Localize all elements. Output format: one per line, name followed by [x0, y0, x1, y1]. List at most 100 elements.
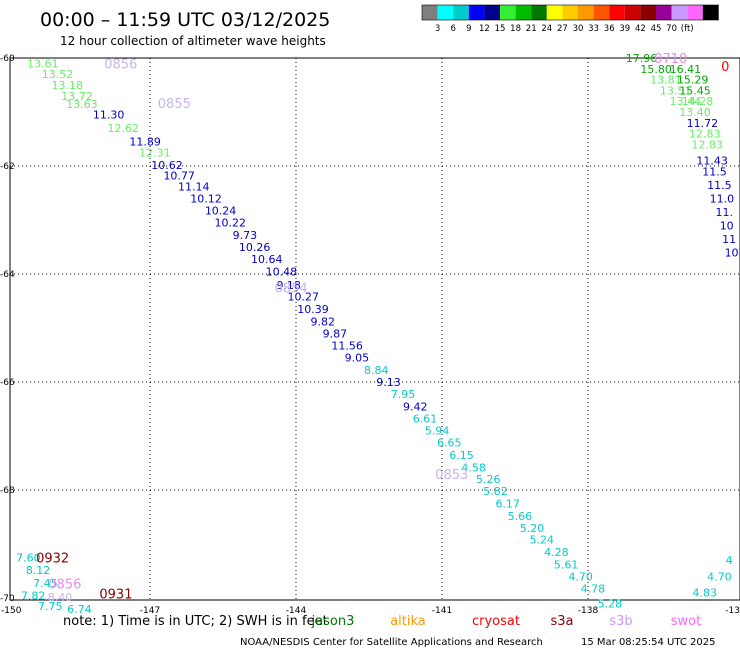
- colorbar-swatch: [468, 5, 485, 20]
- swh-value-label: 8.84: [364, 364, 389, 377]
- swh-value-label: 11.: [716, 206, 734, 219]
- time-labels: 0856 0855 0854 0853 0932 0856 0931 0710 0: [36, 52, 729, 603]
- swh-value-label: 9.42: [403, 400, 428, 413]
- swh-value-label: 10.39: [297, 303, 329, 316]
- pass-time-label: 0856: [104, 57, 137, 72]
- swh-value-label: 5.26: [476, 473, 501, 486]
- colorbar-swatch: [531, 5, 547, 20]
- pass-time-label: 0856: [48, 577, 81, 592]
- swh-value-label: 10.24: [205, 204, 237, 217]
- x-tick-label: -150: [1, 606, 22, 616]
- swh-value-label: 13.72: [61, 90, 93, 103]
- swh-value-label: 9.73: [233, 229, 258, 242]
- grid-lines: [10, 58, 740, 600]
- colorbar-label: 36: [604, 24, 615, 34]
- mission-legend-altika: altika: [390, 614, 426, 629]
- swh-value-label: 6.61: [413, 413, 438, 426]
- y-tick-label: -68: [0, 486, 15, 496]
- swh-value-label: 6.65: [437, 436, 462, 449]
- pass-time-label: 0710: [654, 52, 687, 67]
- colorbar-label: (ft): [681, 24, 694, 34]
- swh-value-label: 13.18: [52, 79, 84, 92]
- swh-value-label: 7.82: [21, 589, 46, 602]
- colorbar-label: 6: [450, 24, 455, 34]
- swh-value-label: 15.45: [679, 84, 711, 97]
- swh-value-label: 11: [722, 233, 736, 246]
- colorbar-swatch: [609, 5, 625, 20]
- swh-value-label: 10.77: [163, 170, 195, 183]
- pass-time-label: 0932: [36, 552, 69, 567]
- swh-value-label: 10.12: [190, 192, 222, 205]
- swh-value-label: 6.74: [67, 603, 92, 616]
- swh-value-label: 9.18: [276, 279, 301, 292]
- swh-value-label: 6.15: [449, 449, 474, 462]
- colorbar-label: 15: [495, 24, 506, 34]
- swh-value-label: 11.89: [129, 136, 161, 149]
- y-tick-label: -62: [0, 162, 15, 172]
- colorbar-label: 70: [666, 24, 677, 34]
- swh-value-label: 4.70: [568, 570, 593, 583]
- swh-value-label: 17.96: [626, 52, 658, 65]
- swh-value-label: 5.24: [530, 534, 555, 547]
- x-tick-label: -141: [432, 606, 452, 616]
- colorbar-label: 39: [619, 24, 630, 34]
- swh-value-label: 4: [726, 554, 733, 567]
- pass-time-label: 0855: [158, 97, 191, 112]
- mission-legend-jason3: jason3: [311, 614, 355, 629]
- swh-value-label: 8.40: [48, 591, 73, 604]
- x-tick-label: -144: [286, 606, 307, 616]
- pass-time-label: 0853: [435, 468, 468, 483]
- colorbar-label: 27: [557, 24, 568, 34]
- mission-legend-cryosat: cryosat: [472, 614, 520, 629]
- colorbar-swatch: [562, 5, 578, 20]
- swh-value-label: 5.66: [508, 510, 533, 523]
- colorbar-swatch: [578, 5, 594, 20]
- mission-legend-swot: swot: [671, 614, 701, 629]
- swh-value-label: 13.61: [27, 57, 59, 70]
- colorbar-label: 21: [526, 24, 537, 34]
- plot-border: [9, 57, 740, 601]
- y-tick-label: -60: [0, 54, 15, 64]
- swh-value-label: 9.87: [323, 327, 348, 340]
- swh-value-label: 12.31: [139, 147, 171, 160]
- colorbar-label: 9: [466, 24, 471, 34]
- swh-value-label: 10.64: [251, 253, 283, 266]
- swh-value-label: 5.61: [554, 559, 579, 572]
- footer-timestamp: 15 Mar 08:25:54 UTC 2025: [581, 637, 716, 648]
- colorbar-label: 42: [635, 24, 646, 34]
- mission-legend-s3a: s3a: [550, 614, 573, 629]
- swh-value-label: 9.82: [311, 316, 336, 329]
- colorbar-swatch: [702, 5, 719, 20]
- x-axis-tick-labels: -150 -147 -144 -141 -138 -13: [1, 606, 740, 616]
- swh-value-label: 5.82: [483, 485, 508, 498]
- colorbar-frame: [421, 4, 719, 21]
- swh-value-label: 11.5: [707, 179, 732, 192]
- mission-legend-s3b: s3b: [609, 614, 632, 629]
- y-axis-tick-labels: -60 -62 -64 -66 -68 -70: [0, 54, 15, 604]
- swh-value-label: 10: [725, 246, 739, 259]
- swh-value-label: 4.58: [461, 461, 486, 474]
- colorbar-label: 30: [573, 24, 584, 34]
- swh-value-label: 13.51: [660, 84, 692, 97]
- footer-note: note: 1) Time is in UTC; 2) SWH is in fe…: [63, 614, 328, 629]
- swh-value-label: 10.48: [266, 265, 298, 278]
- colorbar-swatch: [484, 5, 500, 20]
- swh-value-label: 15.80: [640, 63, 672, 76]
- swh-value-label: 6.17: [495, 498, 520, 511]
- swh-value-label: 4.70: [707, 570, 732, 583]
- swh-value-label: 11.30: [93, 109, 125, 122]
- swh-value-label: 13.81: [650, 74, 682, 87]
- colorbar-swatch: [453, 5, 469, 20]
- swh-value-label: 11.5: [702, 165, 727, 178]
- colorbar-label: 45: [651, 24, 662, 34]
- colorbar-swatch: [546, 5, 563, 20]
- colorbar-label: 18: [510, 24, 521, 34]
- swh-value-label: 15.29: [677, 74, 709, 87]
- colorbar-swatch: [656, 5, 672, 20]
- swh-value-label: 5.20: [520, 522, 545, 535]
- pass-time-label: 0931: [99, 588, 132, 603]
- pass-time-label: 0: [721, 60, 729, 75]
- swh-value-label: 12.83: [689, 128, 721, 141]
